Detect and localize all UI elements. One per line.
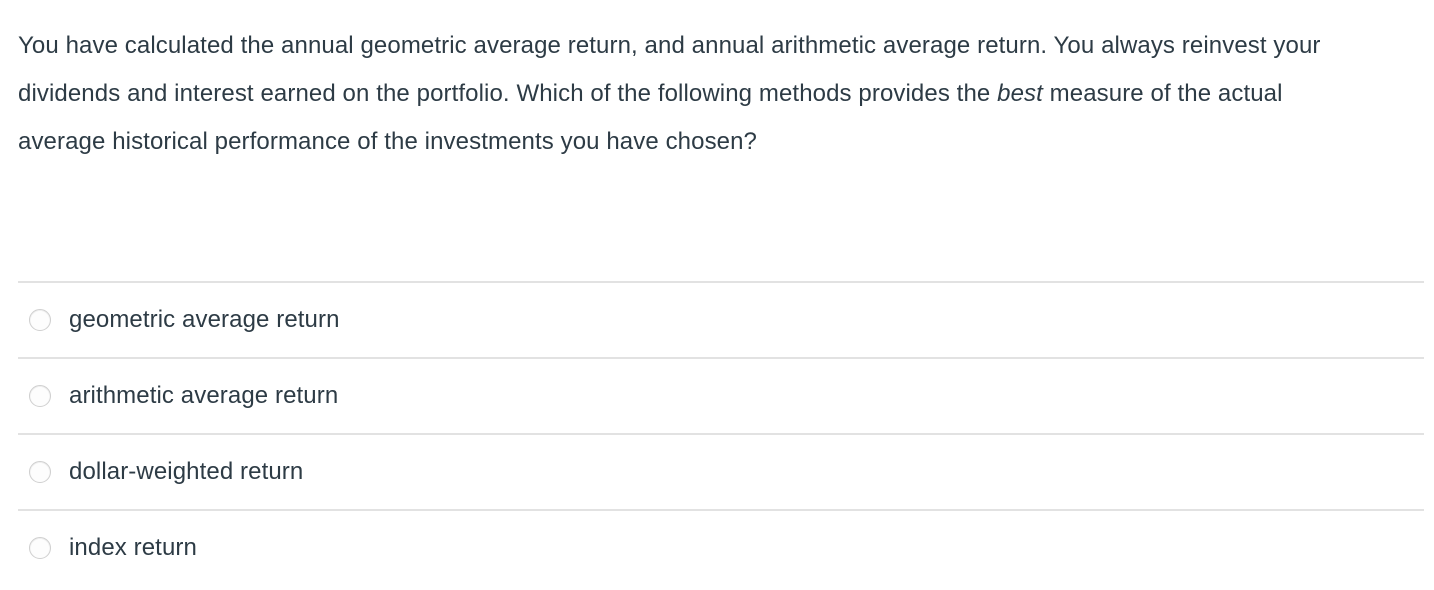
answer-option-label: arithmetic average return [69,382,339,409]
answer-option-label: dollar-weighted return [69,458,304,485]
question-text-part-1: You have calculated the annual geometric… [18,32,1321,107]
answer-option-row[interactable]: arithmetic average return [0,357,1434,433]
question-text-part-2: measure of the actual average historical… [18,80,1283,155]
answer-option-label: geometric average return [69,306,340,333]
answer-option-row[interactable]: index return [0,509,1434,585]
radio-unselected-icon[interactable] [29,537,51,559]
answer-options-list: geometric average return arithmetic aver… [0,281,1434,585]
radio-unselected-icon[interactable] [29,461,51,483]
answer-option-label: index return [69,534,197,561]
question-emphasized-word: best [997,80,1043,107]
answer-option-row[interactable]: geometric average return [0,281,1434,357]
answer-option-row[interactable]: dollar-weighted return [0,433,1434,509]
radio-unselected-icon[interactable] [29,385,51,407]
question-stem: You have calculated the annual geometric… [18,22,1368,166]
radio-unselected-icon[interactable] [29,309,51,331]
